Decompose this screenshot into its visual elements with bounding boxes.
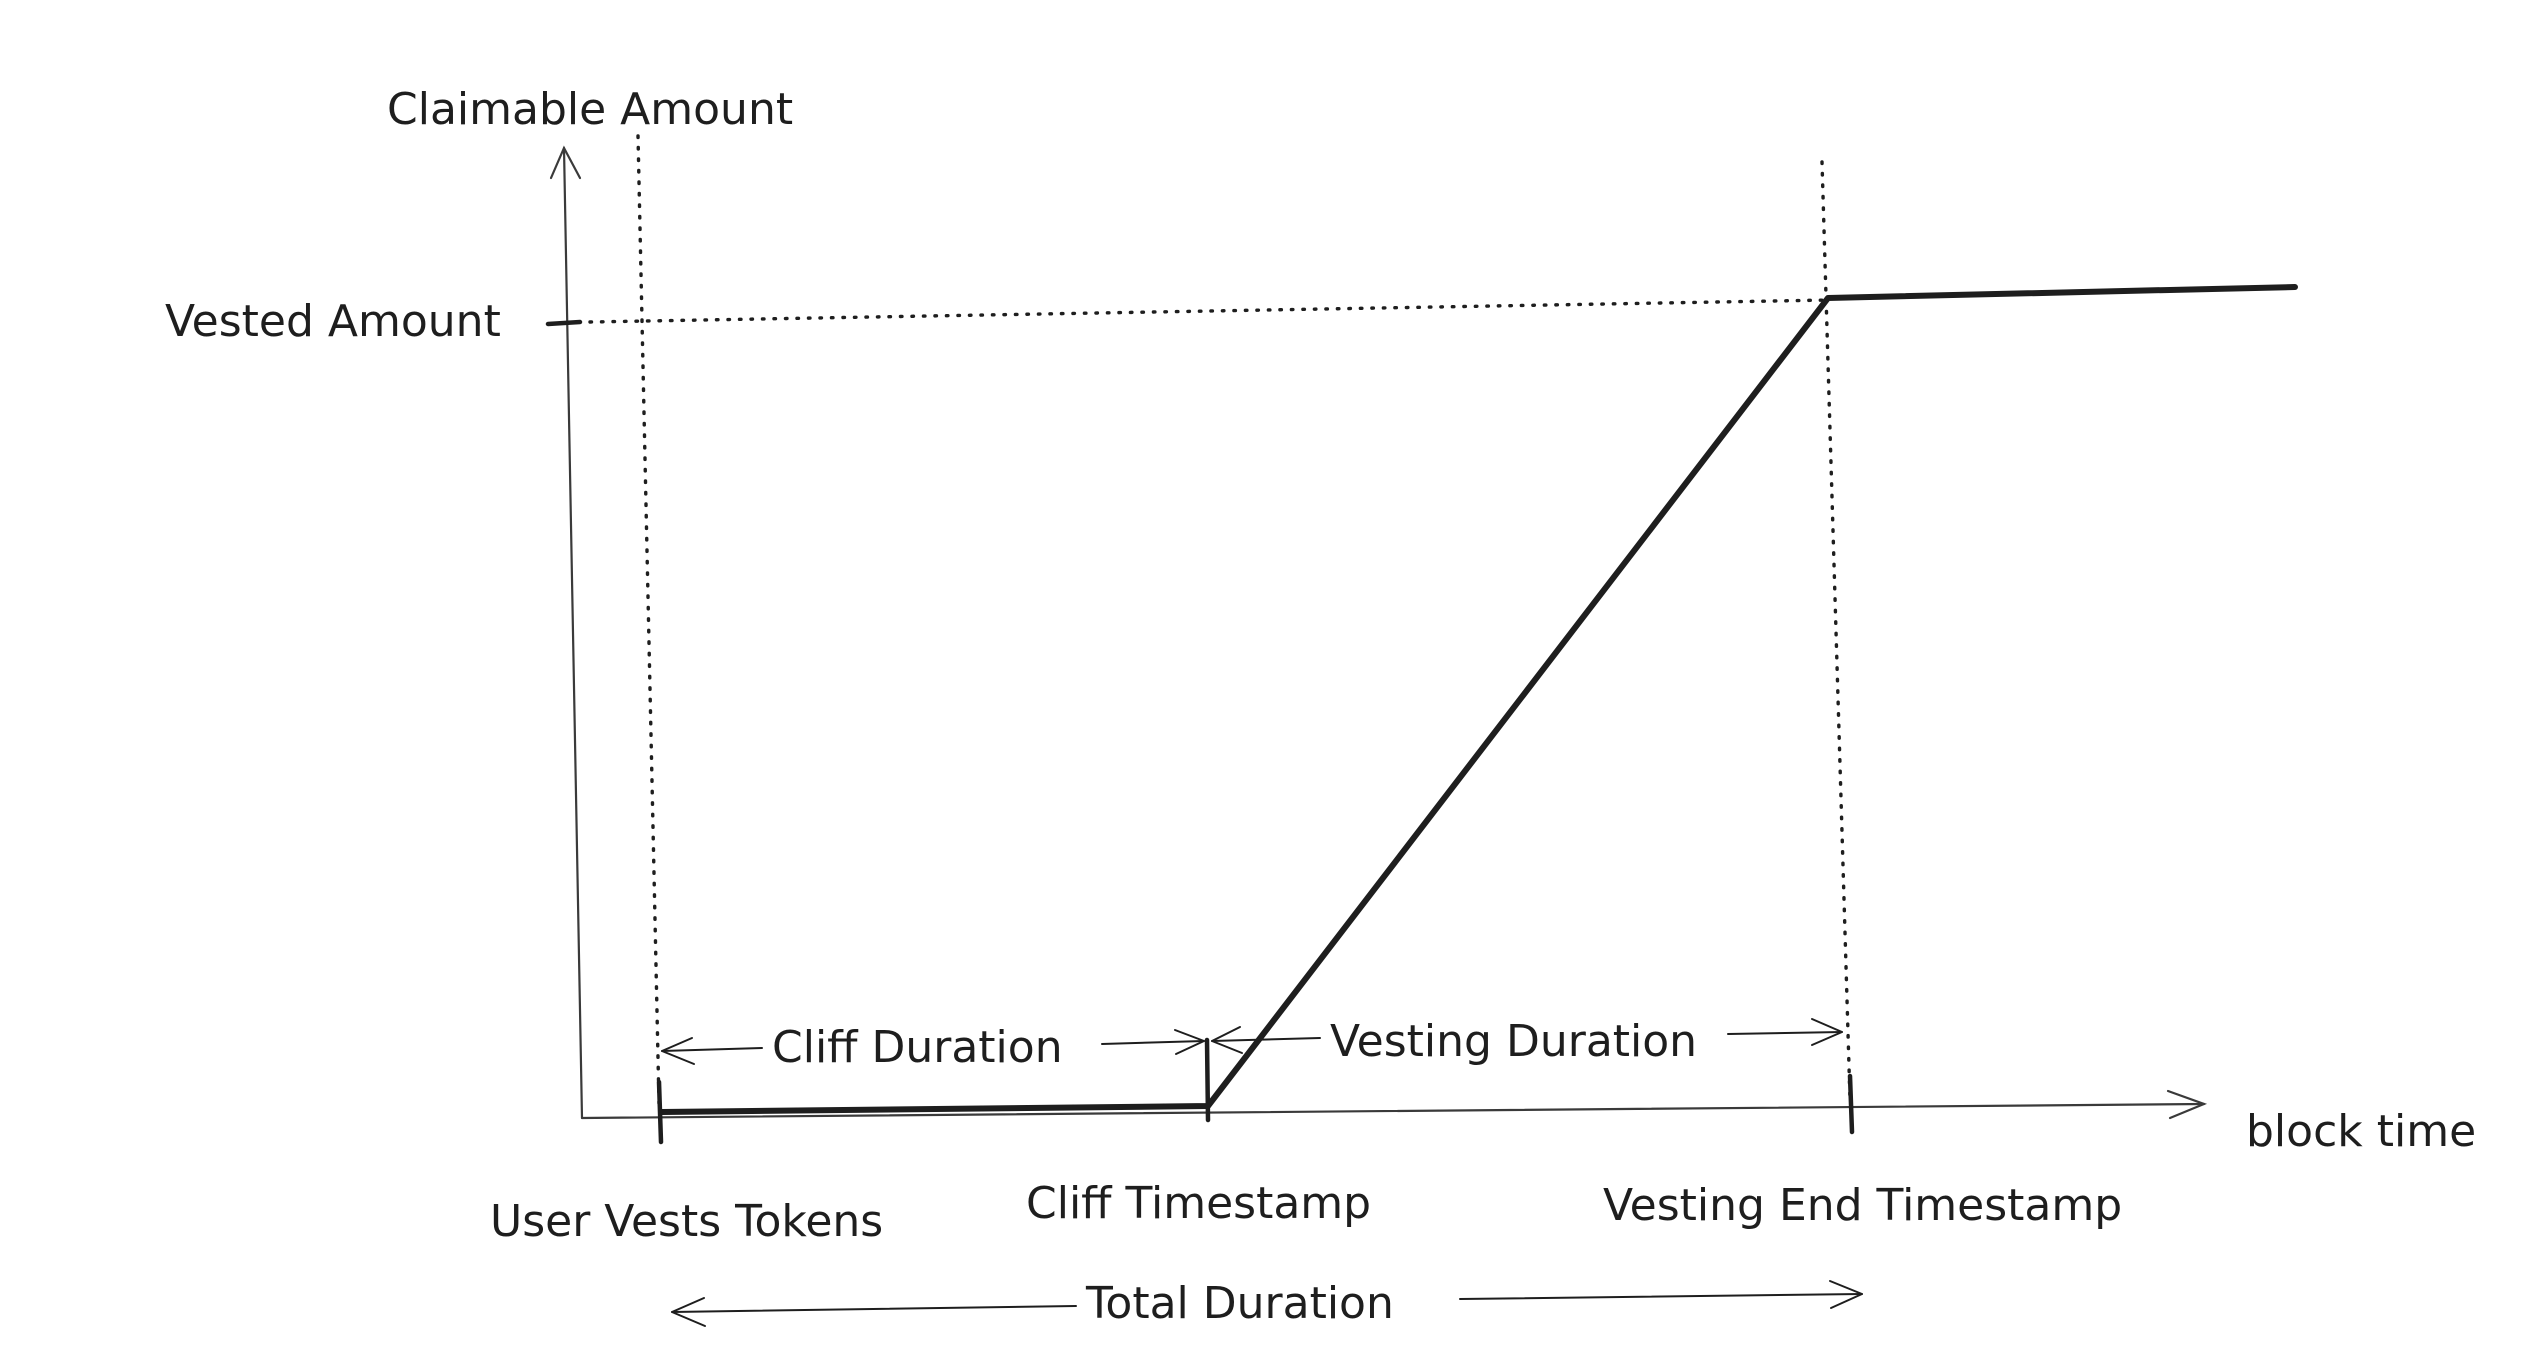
cliff-duration-arrow <box>661 1029 1205 1065</box>
start-guide-line <box>636 134 661 1106</box>
vesting-duration-arrow <box>1211 1018 1843 1054</box>
y-axis <box>549 145 584 1120</box>
vesting-duration-label: Vesting Duration <box>1330 1016 1697 1067</box>
total-duration-label: Total Duration <box>1085 1278 1394 1329</box>
vesting-end-tick <box>1847 1073 1855 1135</box>
vesting-end-guide-line <box>1820 160 1852 1102</box>
cliff-duration-label: Cliff Duration <box>772 1022 1063 1073</box>
vesting-end-timestamp-label: Vesting End Timestamp <box>1603 1180 2122 1231</box>
user-vests-tokens-label: User Vests Tokens <box>490 1196 883 1247</box>
vested-amount-label: Vested Amount <box>165 296 501 347</box>
vested-amount-tick <box>545 319 583 327</box>
claimable-amount-curve <box>659 284 2298 1115</box>
x-axis-label: block time <box>2246 1106 2476 1157</box>
total-duration-arrow <box>671 1280 1863 1327</box>
y-axis-label: Claimable Amount <box>387 84 793 135</box>
cliff-timestamp-label: Cliff Timestamp <box>1026 1178 1371 1229</box>
x-axis <box>580 1089 2208 1120</box>
vested-amount-guide-line <box>588 298 1832 324</box>
